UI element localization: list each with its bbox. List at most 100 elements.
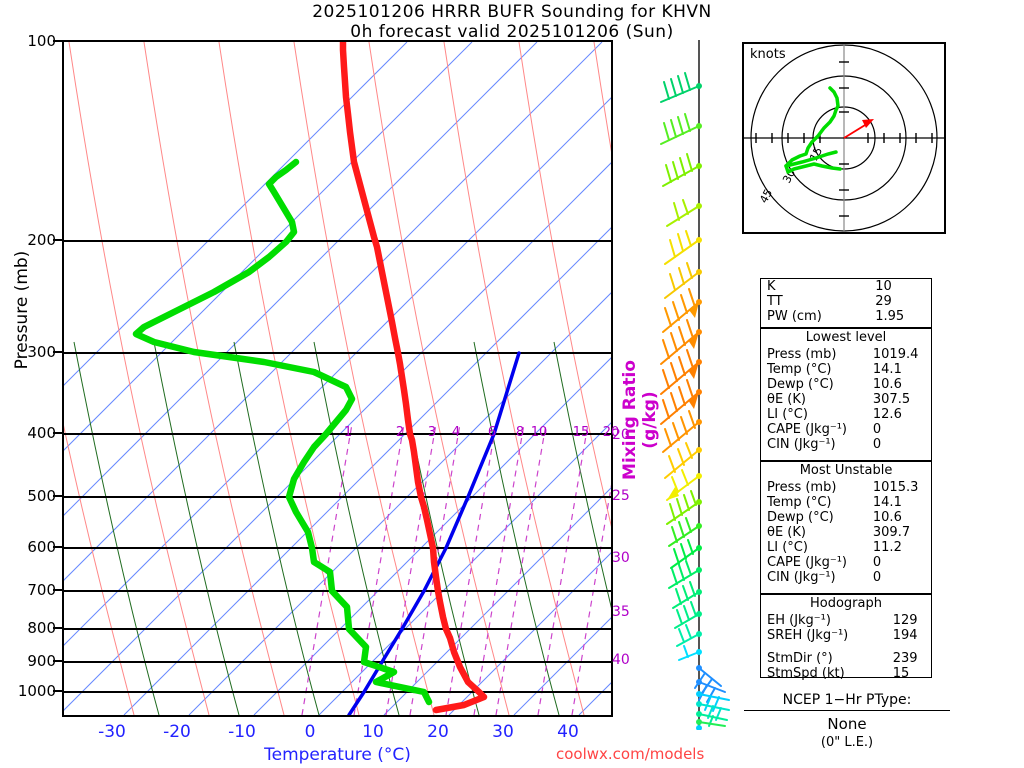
ptype-value: None	[827, 715, 867, 733]
mixing-ratio-label-3: 3	[427, 425, 437, 440]
mu-temp-value: 14.1	[872, 495, 902, 510]
stmdir-label: StmDir (°)	[767, 651, 833, 666]
lowest-level-heading: Lowest level	[805, 330, 887, 345]
pressure-label-900: 900	[27, 652, 56, 670]
ptype-liquid-equivalent: (0" L.E.)	[820, 735, 874, 750]
temperature-trace	[339, 42, 488, 714]
lowest-dewp-label: Dewp (°C)	[767, 377, 834, 392]
table-row: θE (K) 309.7	[761, 525, 931, 540]
table-row: θE (K) 307.5	[761, 392, 931, 407]
sreh-value: 194	[892, 628, 918, 643]
hodograph-units-label: knots	[750, 47, 786, 62]
hodograph-panel: knots 15 30 45	[742, 42, 946, 234]
lowest-temp-label: Temp (°C)	[767, 362, 832, 377]
mixing-ratio-label-10: 10	[530, 425, 548, 440]
lowest-thetae-label: θE (K)	[767, 392, 806, 407]
table-row: Press (mb) 1019.4	[761, 347, 931, 362]
table-row	[761, 643, 931, 651]
table-row: Press (mb) 1015.3	[761, 480, 931, 495]
mu-li-label: LI (°C)	[767, 540, 808, 555]
hodograph-trace	[784, 86, 842, 174]
indices-table: K 10 TT 29 PW (cm) 1.95	[760, 278, 932, 328]
index-label-pw: PW (cm)	[767, 309, 822, 324]
mu-cape-value: 0	[872, 555, 882, 570]
mixing-ratio-right-25: 25	[612, 488, 630, 504]
table-row: Dewp (°C) 10.6	[761, 377, 931, 392]
mu-cin-label: CIN (Jkg⁻¹)	[767, 570, 836, 585]
temp-label-10: 10	[362, 722, 384, 742]
moist-adiabat-lines	[73, 341, 611, 715]
table-row: SREH (Jkg⁻¹) 194	[761, 628, 931, 643]
sreh-label: SREH (Jkg⁻¹)	[767, 628, 849, 643]
pressure-tick-300	[53, 351, 62, 353]
hodograph-ring-label-45: 45	[757, 187, 775, 205]
table-row: Temp (°C) 14.1	[761, 495, 931, 510]
mixing-ratio-right-35: 35	[612, 604, 630, 620]
pressure-label-1000: 1000	[17, 682, 56, 700]
temp-label-20: 20	[427, 722, 449, 742]
mixing-ratio-lines	[301, 423, 611, 715]
pressure-label-800: 800	[27, 619, 56, 637]
hodograph-trace-tail	[784, 150, 838, 168]
stmspd-value: 15	[892, 666, 910, 681]
skewt-diagram	[62, 40, 613, 717]
skewt-canvas	[64, 42, 611, 715]
table-row: K 10	[761, 279, 931, 294]
table-row: CAPE (Jkg⁻¹) 0	[761, 555, 931, 570]
lowest-level-table: Lowest level Press (mb) 1019.4 Temp (°C) 1…	[760, 328, 932, 461]
mixing-ratio-label-15: 15	[572, 425, 590, 440]
table-row: Dewp (°C) 10.6	[761, 510, 931, 525]
hodograph-ring-label-30: 30	[780, 167, 798, 185]
table-row: StmSpd (kt) 15	[761, 666, 931, 681]
temp-label-40: 40	[557, 722, 579, 742]
mixing-ratio-right-20: 20	[612, 427, 630, 443]
mu-dewp-label: Dewp (°C)	[767, 510, 834, 525]
index-value-k: 10	[875, 279, 892, 294]
eh-value: 129	[892, 613, 918, 628]
pressure-label-500: 500	[27, 487, 56, 505]
x-axis-label: Temperature (°C)	[264, 745, 411, 765]
mixing-ratio-axis-label: Mixing Ratio (g/kg)	[620, 360, 660, 480]
mixing-ratio-label-20: 20	[602, 425, 620, 440]
pressure-tick-1000	[53, 690, 62, 692]
most-unstable-heading: Most Unstable	[799, 463, 893, 478]
index-value-tt: 29	[875, 294, 892, 309]
pressure-tick-800	[53, 627, 62, 629]
pressure-tick-100	[53, 40, 62, 42]
pressure-tick-700	[53, 589, 62, 591]
ptype-panel: NCEP 1−Hr PType: None (0" L.E.)	[744, 692, 950, 750]
stmspd-label: StmSpd (kt)	[767, 666, 845, 681]
wind-barb-column	[655, 40, 735, 731]
mixing-ratio-label-6: 6	[487, 425, 497, 440]
parcel-trace	[347, 351, 521, 715]
table-row: PW (cm) 1.95	[761, 309, 931, 324]
isobar-lines	[64, 240, 611, 693]
hodograph-stats-heading: Hodograph	[810, 596, 882, 611]
table-row: CAPE (Jkg⁻¹) 0	[761, 422, 931, 437]
pressure-label-300: 300	[27, 343, 56, 361]
lowest-li-value: 12.6	[872, 407, 902, 422]
index-label-tt: TT	[767, 294, 783, 309]
mixing-ratio-label-8: 8	[515, 425, 525, 440]
credit-text: coolwx.com/models	[556, 745, 705, 763]
mu-press-label: Press (mb)	[767, 480, 837, 495]
mixing-ratio-label-1: 1	[343, 425, 353, 440]
temp-label-n20: -20	[163, 722, 191, 742]
index-label-k: K	[767, 279, 776, 294]
page-title: 2025101206 HRRR BUFR Sounding for KHVN	[312, 2, 712, 22]
hodograph-stats-table: Hodograph EH (Jkg⁻¹) 129 SREH (Jkg⁻¹) 194 …	[760, 594, 932, 681]
mu-thetae-label: θE (K)	[767, 525, 806, 540]
mu-temp-label: Temp (°C)	[767, 495, 832, 510]
lowest-cin-value: 0	[872, 437, 882, 452]
lowest-dewp-value: 10.6	[872, 377, 902, 392]
temp-label-30: 30	[492, 722, 514, 742]
pressure-tick-200	[53, 239, 62, 241]
pressure-tick-500	[53, 495, 62, 497]
mu-cape-label: CAPE (Jkg⁻¹)	[767, 555, 847, 570]
lowest-temp-value: 14.1	[872, 362, 902, 377]
most-unstable-table: Most Unstable Press (mb) 1015.3 Temp (°C)…	[760, 461, 932, 594]
lowest-thetae-value: 307.5	[872, 392, 911, 407]
lowest-cin-label: CIN (Jkg⁻¹)	[767, 437, 836, 452]
eh-label: EH (Jkg⁻¹)	[767, 613, 831, 628]
mu-cin-value: 0	[872, 570, 882, 585]
